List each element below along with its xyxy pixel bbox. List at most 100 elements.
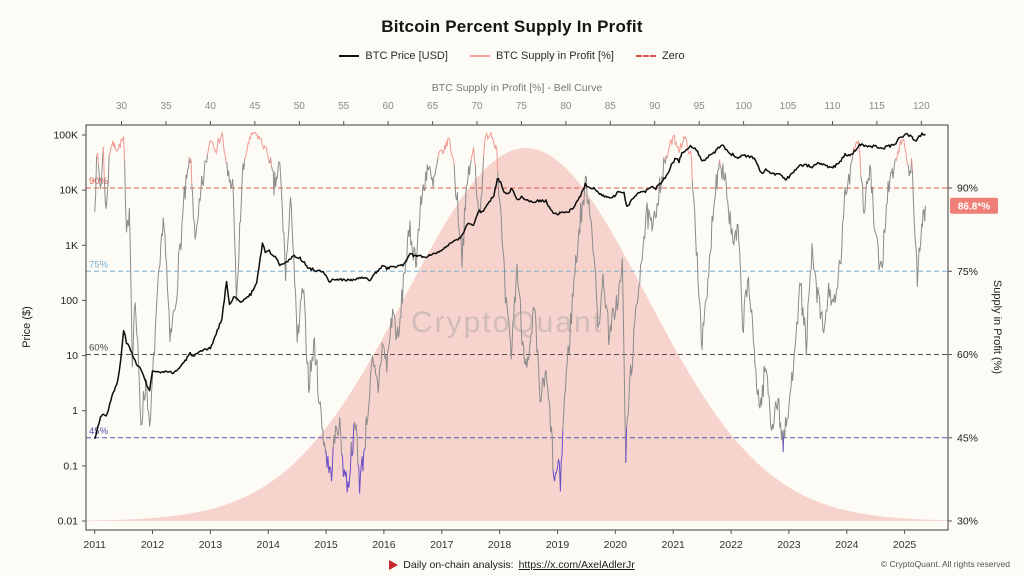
- axis-tick-label: 100: [735, 101, 752, 112]
- axis-tick-label: 2024: [835, 539, 859, 551]
- axis-tick-label: 45: [249, 101, 261, 112]
- legend-label-btc-price: BTC Price [USD]: [365, 50, 448, 62]
- left-axis: 100K 10K 1K 100 10 1 0.1 0.01: [53, 130, 86, 528]
- bottom-axis: 2011 2012 2013 2014 2015 2016 2017 2018 2019 2020…: [83, 530, 916, 551]
- threshold-label-75: 75%: [89, 259, 109, 270]
- legend-item-supply-in-profit: BTC Supply in Profit [%]: [469, 50, 614, 62]
- supply-series-segment: [474, 156, 484, 214]
- supply-series-segment: [562, 175, 627, 463]
- axis-tick-label: 110: [825, 101, 841, 112]
- supply-series: [94, 131, 926, 494]
- supply-series-segment: [860, 158, 896, 271]
- legend-swatch-zero-line: [635, 55, 656, 57]
- axis-tick-label: 80: [560, 101, 572, 112]
- supply-series-segment: [353, 421, 359, 464]
- current-value-badge-label: 86.8*%: [958, 202, 990, 213]
- plot-border: [85, 124, 949, 531]
- supply-series-segment: [124, 156, 190, 427]
- right-axis-title: Supply in Profit (%): [991, 280, 1003, 374]
- supply-series-segment: [98, 147, 104, 189]
- supply-series-segment: [244, 132, 270, 163]
- supply-series-segment: [207, 132, 227, 163]
- axis-tick-label: 45%: [957, 432, 978, 444]
- axis-tick-label: 55: [338, 101, 350, 112]
- axis-tick-label: 105: [780, 101, 797, 112]
- supply-series-segment: [271, 161, 326, 450]
- footer-link[interactable]: https://x.com/AxelAdlerJr: [518, 559, 635, 571]
- axis-tick-label: 1: [72, 405, 78, 417]
- watermark-text: CryptoQuant: [411, 306, 603, 339]
- supply-series-segment: [665, 134, 693, 181]
- supply-series-segment: [664, 155, 667, 164]
- axis-tick-label: 115: [869, 101, 885, 112]
- supply-series-segment: [719, 159, 721, 166]
- axis-tick-label: 40: [205, 101, 217, 112]
- page-title: Bitcoin Percent Supply In Profit: [381, 17, 643, 36]
- price-series-line: [93, 132, 926, 440]
- axis-tick-label: 2012: [141, 539, 165, 551]
- axis-tick-label: 2017: [430, 539, 454, 551]
- axis-tick-label: 90: [649, 101, 661, 112]
- axis-tick-label: 1K: [65, 240, 78, 252]
- supply-series-segment: [691, 159, 720, 351]
- axis-tick-label: 10: [66, 350, 78, 362]
- supply-series-segment: [103, 155, 110, 209]
- supply-series-segment: [453, 159, 472, 268]
- top-axis: BTC Supply in Profit [%] - Bell Curve 30 3…: [116, 82, 930, 125]
- axis-tick-label: 2015: [314, 539, 338, 551]
- axis-tick-label: 35: [160, 101, 172, 112]
- axis-tick-label: 2025: [893, 539, 917, 551]
- axis-tick-label: 50: [294, 101, 306, 112]
- supply-series-segment: [351, 424, 355, 456]
- supply-series-segment: [663, 157, 665, 161]
- supply-series-segment: [626, 157, 665, 429]
- supply-series-segment: [911, 170, 926, 287]
- footer-note: Daily on-chain analysis: https://x.com/A…: [0, 559, 1024, 571]
- legend-item-btc-price: BTC Price [USD]: [339, 50, 448, 62]
- supply-series-segment: [625, 427, 628, 463]
- threshold-label-60: 60%: [89, 343, 109, 354]
- axis-tick-label: 75: [516, 101, 528, 112]
- axis-tick-label: 120: [913, 101, 930, 112]
- supply-series-segment: [852, 140, 862, 176]
- supply-series-segment: [96, 152, 99, 166]
- axis-tick-label: 2022: [719, 539, 743, 551]
- axis-tick-label: 60%: [957, 349, 978, 361]
- axis-tick-label: 90%: [957, 183, 978, 195]
- legend-swatch-price-line: [339, 55, 360, 57]
- left-axis-title: Price ($): [21, 306, 33, 348]
- supply-series-segment: [190, 158, 193, 184]
- copyright-note: © CryptoQuant. All rights reserved: [880, 559, 1010, 569]
- axis-tick-label: 30: [116, 101, 128, 112]
- axis-tick-label: 2021: [662, 539, 686, 551]
- axis-tick-label: 2016: [372, 539, 396, 551]
- current-value-badge-bg: [950, 197, 998, 214]
- axis-tick-label: 2013: [199, 539, 223, 551]
- supply-series-segment: [102, 147, 105, 178]
- supply-series-segment: [497, 171, 554, 470]
- supply-series-segment: [94, 156, 98, 213]
- supply-series-segment: [719, 163, 784, 453]
- supply-series-segment: [341, 441, 352, 493]
- supply-series-segment: [895, 138, 908, 165]
- supply-series-segment: [552, 430, 564, 492]
- supply-series-segment: [108, 136, 126, 161]
- axis-tick-label: 95: [694, 101, 706, 112]
- axis-tick-label: 70: [471, 101, 483, 112]
- axis-tick-label: 85: [605, 101, 617, 112]
- axis-tick-label: 65: [427, 101, 439, 112]
- supply-series-segment: [357, 448, 366, 494]
- top-axis-title: BTC Supply in Profit [%] - Bell Curve: [432, 82, 603, 94]
- axis-tick-label: 0.1: [63, 460, 78, 472]
- threshold-label-45: 45%: [89, 426, 109, 437]
- supply-series-segment: [470, 147, 476, 166]
- supply-series-segment: [911, 158, 913, 171]
- current-value-badge: 86.8*%: [950, 197, 998, 214]
- axis-tick-label: 0.01: [58, 516, 79, 528]
- supply-series-segment: [782, 429, 785, 453]
- footer-text: Daily on-chain analysis:: [403, 559, 514, 571]
- supply-series-segment: [483, 131, 499, 172]
- axis-tick-label: 2019: [546, 539, 570, 551]
